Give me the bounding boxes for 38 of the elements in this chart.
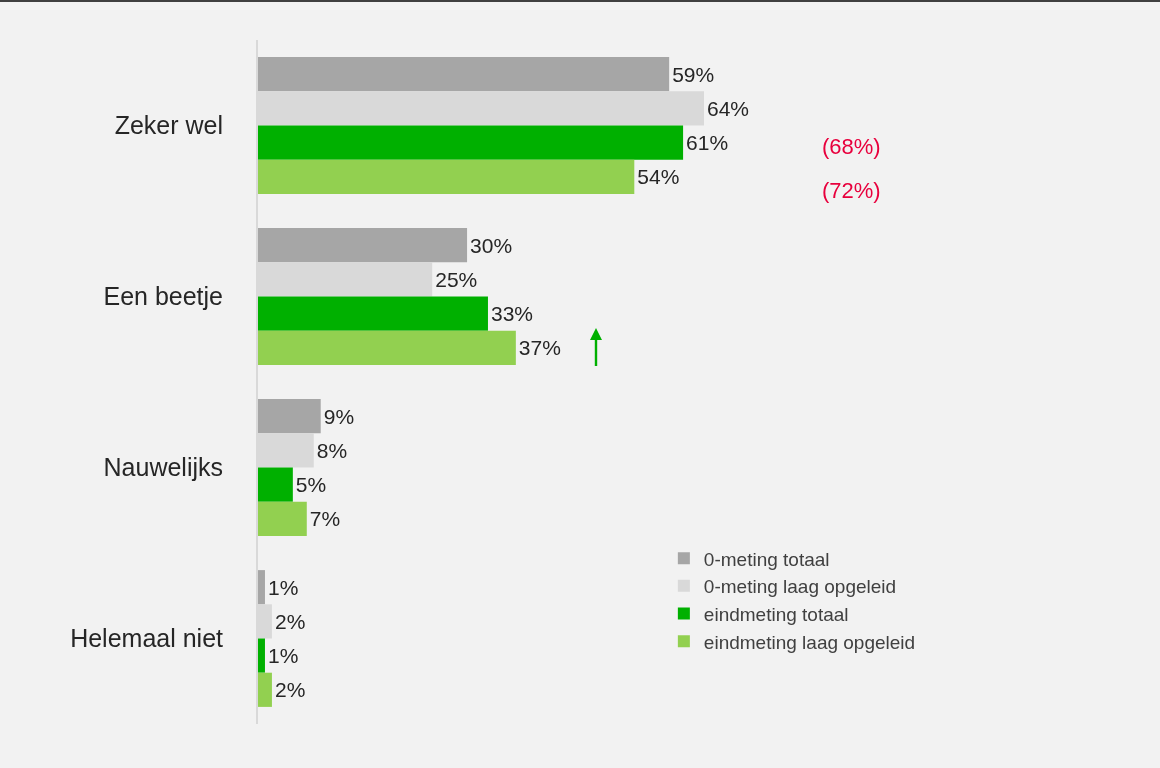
legend-label: eindmeting laag opgeleid bbox=[703, 631, 916, 653]
bar bbox=[258, 159, 635, 194]
bar bbox=[258, 672, 272, 707]
data-label: 9% bbox=[323, 404, 355, 428]
data-label: 61% bbox=[686, 131, 729, 155]
data-label: 33% bbox=[490, 302, 533, 326]
y-tick-label: Zeker wel bbox=[114, 111, 223, 140]
text: (68%) bbox=[822, 134, 881, 159]
data-label: 54% bbox=[637, 165, 680, 189]
y-tick-label: Een beetje bbox=[103, 282, 223, 311]
data-label: 1% bbox=[267, 575, 299, 599]
data-label: 30% bbox=[470, 233, 513, 257]
bar bbox=[258, 570, 265, 605]
legend-label: 0-meting totaal bbox=[703, 548, 830, 570]
bar bbox=[258, 467, 293, 502]
data-label: 8% bbox=[316, 438, 348, 462]
y-tick-label: Helemaal niet bbox=[70, 624, 224, 653]
bar bbox=[258, 296, 488, 331]
data-label: 2% bbox=[274, 609, 306, 633]
bar bbox=[258, 330, 516, 365]
legend-label: eindmeting totaal bbox=[703, 603, 849, 625]
bar bbox=[258, 57, 670, 92]
bar bbox=[258, 228, 468, 263]
legend-label: 0-meting laag opgeleid bbox=[703, 576, 897, 598]
data-label: 25% bbox=[435, 267, 478, 291]
data-label: 59% bbox=[672, 62, 715, 86]
y-tick-label: Nauwelijks bbox=[103, 453, 223, 482]
bar bbox=[258, 399, 321, 434]
data-label: 7% bbox=[309, 507, 341, 531]
data-label: 1% bbox=[267, 644, 299, 668]
text: (72%) bbox=[822, 178, 881, 203]
data-label: 5% bbox=[295, 473, 327, 497]
data-label: 2% bbox=[274, 678, 306, 702]
data-label: 37% bbox=[518, 336, 561, 360]
bar bbox=[258, 501, 307, 536]
data-label: 64% bbox=[707, 96, 750, 120]
bar bbox=[258, 638, 265, 673]
bar bbox=[258, 125, 684, 160]
